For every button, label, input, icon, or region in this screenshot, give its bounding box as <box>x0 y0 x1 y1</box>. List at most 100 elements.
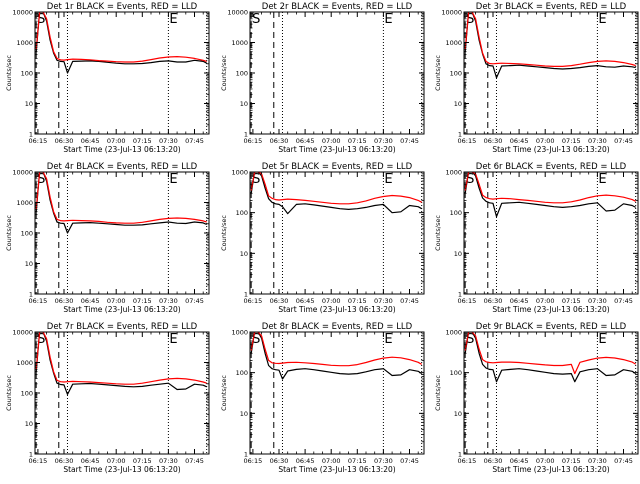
x-tick-label: 07:00 <box>536 137 555 145</box>
x-tick-label: 06:30 <box>270 137 289 145</box>
x-tick-label: 07:45 <box>185 137 204 145</box>
plot-frame <box>463 331 639 455</box>
x-tick-label: 06:45 <box>81 297 100 305</box>
x-tick-label: 06:30 <box>484 137 503 145</box>
plot-frame <box>249 331 425 455</box>
marker-e: E <box>598 172 606 187</box>
y-tick-label: 100 <box>21 70 33 78</box>
x-tick-label: 06:30 <box>55 137 74 145</box>
marker-e: E <box>169 332 177 347</box>
marker-s: S <box>466 332 474 347</box>
x-axis-title: Start Time (23-Jul-13 06:13:20) <box>492 465 609 474</box>
x-tick-label: 07:15 <box>562 297 581 305</box>
x-tick-label: 06:15 <box>244 137 263 145</box>
x-tick-label: 06:45 <box>296 457 315 465</box>
x-tick-label: 06:30 <box>484 457 503 465</box>
x-axis-title: Start Time (23-Jul-13 06:13:20) <box>63 305 180 314</box>
x-tick-label: 07:45 <box>614 137 633 145</box>
x-axis-title: Start Time (23-Jul-13 06:13:20) <box>63 465 180 474</box>
y-tick-label: 1 <box>29 291 33 299</box>
series-group <box>35 172 207 234</box>
x-tick-label: 07:15 <box>348 457 367 465</box>
x-axis-title: Start Time (23-Jul-13 06:13:20) <box>492 305 609 314</box>
y-tick-label: 100 <box>21 390 33 398</box>
x-tick-label: 07:00 <box>107 457 126 465</box>
x-tick-label: 07:45 <box>400 297 419 305</box>
series-line-events <box>250 332 423 380</box>
x-tick-label: 06:30 <box>55 457 74 465</box>
y-tick-label: 10 <box>240 250 248 258</box>
x-tick-label: 06:30 <box>55 297 74 305</box>
x-tick-label: 07:30 <box>159 457 178 465</box>
marker-s: S <box>466 172 474 187</box>
x-tick-label: 07:30 <box>374 297 393 305</box>
series-group <box>464 332 637 383</box>
marker-e: E <box>384 12 392 27</box>
panel-title: Det 2r BLACK = Events, RED = LLD <box>262 2 413 12</box>
x-tick-label: 07:30 <box>374 137 393 145</box>
y-tick-label: 10 <box>454 250 462 258</box>
y-tick-label: 10 <box>25 260 33 268</box>
y-tick-label: 100 <box>236 209 248 217</box>
x-tick-label: 06:45 <box>510 137 529 145</box>
marker-s: S <box>37 12 45 27</box>
plot-frame <box>463 11 639 135</box>
marker-s: S <box>466 12 474 27</box>
x-tick-label: 06:15 <box>244 297 263 305</box>
y-axis-title: Counts/sec <box>5 215 13 251</box>
x-tick-label: 06:15 <box>29 137 48 145</box>
y-axis-title: Counts/sec <box>5 55 13 91</box>
x-tick-label: 07:15 <box>133 297 152 305</box>
x-tick-label: 06:45 <box>296 137 315 145</box>
x-tick-label: 06:45 <box>81 137 100 145</box>
x-tick-label: 07:00 <box>107 297 126 305</box>
x-axis-title: Start Time (23-Jul-13 06:13:20) <box>278 465 395 474</box>
x-axis-title: Start Time (23-Jul-13 06:13:20) <box>492 145 609 154</box>
y-tick-label: 100 <box>236 369 248 377</box>
x-tick-label: 07:30 <box>159 297 178 305</box>
x-tick-label: 06:30 <box>484 297 503 305</box>
y-tick-label: 1000 <box>445 39 462 47</box>
series-line-lld <box>35 332 207 385</box>
x-tick-label: 07:30 <box>374 457 393 465</box>
series-line-lld <box>464 12 636 68</box>
x-axis-title: Start Time (23-Jul-13 06:13:20) <box>63 145 180 154</box>
plot-frame <box>463 171 639 295</box>
y-tick-label: 100 <box>450 369 462 377</box>
panel-title: Det 5r BLACK = Events, RED = LLD <box>262 162 413 172</box>
y-tick-label: 1000 <box>231 169 248 177</box>
y-tick-label: 1000 <box>445 329 462 337</box>
y-tick-label: 1 <box>29 131 33 139</box>
series-group <box>250 332 423 380</box>
y-tick-label: 1 <box>29 451 33 459</box>
plot-frame <box>34 11 210 135</box>
x-tick-label: 06:45 <box>510 457 529 465</box>
y-axis-title: Counts/sec <box>434 375 442 411</box>
y-axis-title: Counts/sec <box>5 375 13 411</box>
series-line-lld <box>35 12 207 63</box>
x-tick-label: 07:00 <box>536 457 555 465</box>
y-tick-label: 10 <box>454 410 462 418</box>
plot-frame <box>249 171 425 295</box>
series-group <box>464 172 636 218</box>
y-tick-label: 100 <box>450 209 462 217</box>
series-group <box>250 172 422 215</box>
panel-title: Det 6r BLACK = Events, RED = LLD <box>476 162 627 172</box>
marker-e: E <box>169 172 177 187</box>
x-tick-label: 07:00 <box>107 137 126 145</box>
y-tick-label: 1000 <box>16 359 33 367</box>
y-tick-label: 100 <box>450 70 462 78</box>
series-line-lld <box>464 332 636 375</box>
x-tick-label: 07:00 <box>322 297 341 305</box>
x-tick-label: 07:00 <box>322 457 341 465</box>
marker-s: S <box>252 12 260 27</box>
y-tick-label: 100 <box>21 230 33 238</box>
x-tick-label: 07:30 <box>588 137 607 145</box>
y-tick-label: 1000 <box>231 39 248 47</box>
plot-frame <box>34 331 210 455</box>
